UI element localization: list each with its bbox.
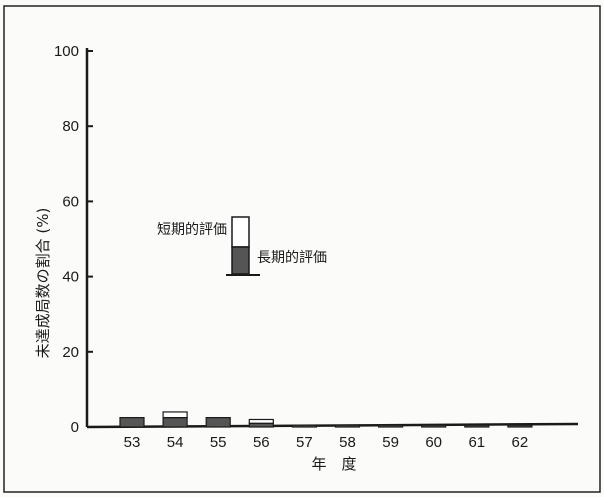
y-tick-label: 20 bbox=[62, 344, 79, 361]
legend-label-long-term: 長期的評価 bbox=[257, 250, 327, 266]
x-tick-label: 60 bbox=[425, 434, 442, 451]
x-tick-label: 53 bbox=[124, 434, 141, 451]
x-tick-label: 62 bbox=[512, 434, 529, 451]
bar-54-long-term bbox=[162, 417, 188, 428]
x-axis-label: 年 度 bbox=[311, 455, 356, 473]
bar-53-long-term bbox=[119, 417, 145, 428]
y-axis-label: 未達成局数の割合 (%) bbox=[34, 208, 52, 359]
y-tick-label: 40 bbox=[62, 269, 79, 286]
x-tick-label: 59 bbox=[382, 434, 399, 451]
bar-55-long-term bbox=[205, 417, 231, 428]
legend-label-short-term: 短期的評価 bbox=[157, 222, 227, 238]
bar-60-long-term bbox=[421, 424, 447, 428]
x-tick-label: 57 bbox=[296, 434, 313, 451]
bar-58-long-term bbox=[334, 424, 361, 428]
bar-57-long-term bbox=[291, 424, 317, 428]
x-tick-label: 61 bbox=[468, 434, 485, 451]
x-tick-label: 55 bbox=[210, 434, 227, 451]
bar-56-short-term bbox=[248, 418, 274, 424]
legend: 短期的評価 長期的評価 bbox=[157, 216, 327, 276]
x-tick-label: 56 bbox=[253, 434, 270, 451]
y-tick-label: 80 bbox=[62, 118, 79, 135]
figure-border bbox=[3, 5, 601, 493]
bars bbox=[119, 411, 533, 428]
bar-61-long-term bbox=[464, 424, 490, 428]
bar-59-long-term bbox=[378, 424, 404, 428]
legend-swatch-short-term bbox=[231, 216, 250, 248]
bar-54-short-term bbox=[162, 411, 188, 419]
x-tick-label: 54 bbox=[167, 434, 184, 451]
y-tick-label: 100 bbox=[54, 43, 79, 60]
y-tick-label: 0 bbox=[71, 419, 79, 436]
x-tick-label: 58 bbox=[339, 434, 356, 451]
y-tick-label: 60 bbox=[62, 193, 79, 210]
x-axis-line bbox=[86, 422, 579, 429]
bar-62-long-term bbox=[507, 424, 533, 428]
legend-swatch-long-term bbox=[231, 246, 250, 275]
tick-labels: 0 20 40 60 80 100 53 54 55 56 57 58 59 60 61 62 bbox=[54, 43, 528, 451]
